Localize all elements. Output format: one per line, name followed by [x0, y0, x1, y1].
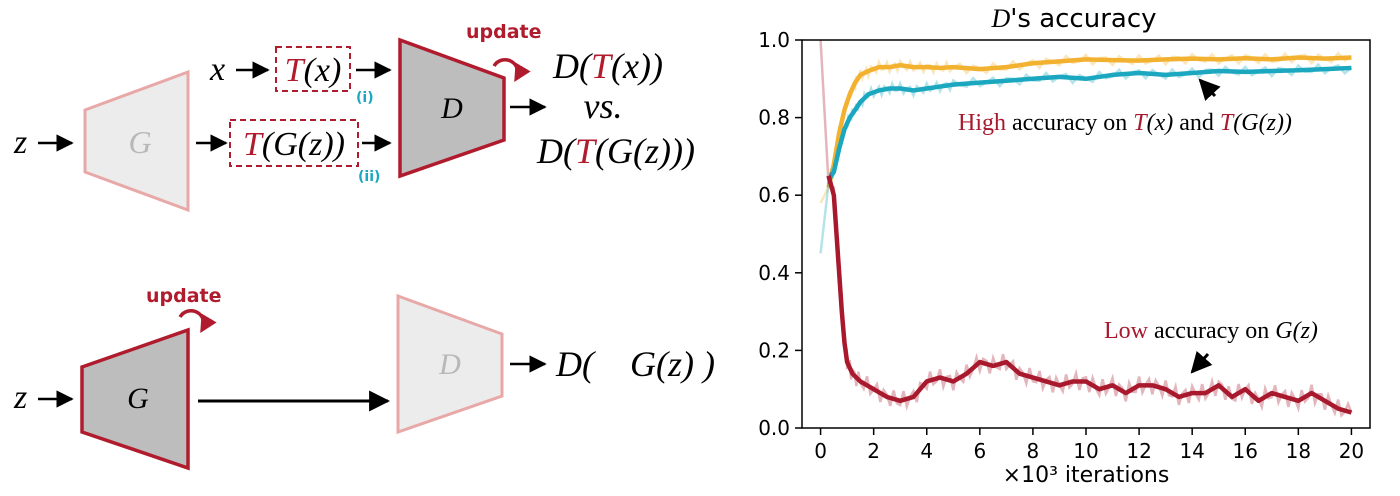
- x-tick-label: 12: [1126, 439, 1151, 463]
- bottom-diagram: z G update D D( G(z) ): [13, 285, 715, 471]
- x-tick-label: 14: [1179, 439, 1204, 463]
- chart-title-rest: 's accuracy: [1010, 4, 1156, 34]
- generator-block-top: [83, 69, 190, 213]
- chart-series-group: [819, 39, 1353, 418]
- x-tick-label: 18: [1286, 439, 1311, 463]
- top-diagram: z G x T(x) (i) T(G(z)) (ii) D update D(T…: [13, 21, 695, 213]
- annotation-high-arrow: [1198, 78, 1221, 101]
- chart-axes: 0 2 4 6 8 10 12 14 16 18 20 0.0 0.2 0.4 0.6 0.8 1.0: [758, 28, 1364, 463]
- x-tick-label: 6: [973, 439, 986, 463]
- output-dtx: D(T(x)): [552, 46, 663, 86]
- series-2-line: [826, 175, 1353, 415]
- output-dgz: D( G(z) ): [555, 344, 715, 384]
- x-tick-label: 2: [867, 439, 880, 463]
- annotation-low-arrow: [1190, 350, 1213, 374]
- output-vs: vs.: [584, 86, 623, 126]
- tx-label: T(x): [285, 52, 342, 89]
- tx-label-arg: (x): [304, 52, 342, 89]
- marker-ii: (ii): [358, 169, 380, 185]
- y-tick-label: 1.0: [758, 28, 790, 52]
- chart-title: D's accuracy: [990, 4, 1156, 34]
- output-dtgz: D(T(G(z))): [536, 131, 695, 171]
- update-label-bottom: update: [146, 285, 222, 307]
- x-label: x: [209, 51, 225, 88]
- x-tick-label: 16: [1233, 439, 1258, 463]
- accuracy-chart: D's accuracy 0 2 4 6 8 10 12 14 16 18 200.00.20.40…: [758, 4, 1371, 488]
- update-label-top: update: [466, 21, 542, 43]
- x-tick-label: 8: [1027, 439, 1040, 463]
- annotation-high-t1: T: [1133, 110, 1148, 136]
- y-tick-label: 0.2: [758, 338, 790, 362]
- plot-frame: [801, 39, 1371, 429]
- tx-box: [275, 46, 351, 92]
- top-z-label: z: [13, 124, 27, 161]
- x-axis-label: ×10³ iterations: [1003, 463, 1170, 488]
- tgz-box: [229, 119, 359, 167]
- chart-title-d: D: [990, 4, 1010, 33]
- annotation-high-rest: accuracy on: [1006, 110, 1133, 136]
- x-tick-label: 0: [814, 439, 827, 463]
- series-1-raw-line: [819, 62, 1353, 254]
- generator-label-top: G: [128, 124, 151, 160]
- annotation-low-word: Low: [1104, 318, 1149, 344]
- tx-label-t: T: [285, 52, 306, 89]
- update-icon-bottom: [178, 309, 217, 334]
- generator-label-bottom: G: [127, 382, 149, 415]
- discriminator-block-top: [398, 37, 506, 179]
- bottom-z-label: z: [13, 379, 27, 416]
- tgz-label-arg: (G(z)): [262, 126, 345, 163]
- y-tick-label: 0.8: [758, 106, 790, 130]
- x-tick-label: 10: [1073, 439, 1098, 463]
- x-tick-label: 4: [920, 439, 933, 463]
- marker-i: (i): [356, 90, 374, 106]
- tgz-label-t: T: [243, 126, 264, 163]
- y-tick-label: 0.0: [758, 416, 790, 440]
- discriminator-block-bottom: [396, 293, 504, 435]
- series-2-raw-line: [819, 39, 1353, 418]
- discriminator-label-top: D: [440, 92, 463, 125]
- annotation-low-rest: accuracy on: [1148, 318, 1275, 344]
- y-tick-label: 0.4: [758, 261, 790, 285]
- annotation-low: Low accuracy on G(z): [1104, 318, 1318, 344]
- x-tick-label: 20: [1339, 439, 1364, 463]
- series-0-line: [826, 55, 1352, 188]
- annotation-high: High accuracy on T(x) and T(G(z)): [958, 110, 1292, 136]
- discriminator-label-bottom: D: [438, 348, 461, 381]
- annotation-high-word: High: [958, 110, 1006, 136]
- annotation-high-gz: (G(z)): [1233, 110, 1292, 136]
- annotation-low-gz: G(z): [1275, 318, 1318, 344]
- tgz-label: T(G(z)): [243, 126, 345, 163]
- y-tick-label: 0.6: [758, 183, 790, 207]
- annotation-high-x: (x): [1147, 110, 1174, 136]
- series-1-line: [826, 65, 1352, 181]
- annotation-high-and: and: [1173, 110, 1220, 136]
- update-icon-top: [492, 58, 531, 83]
- generator-block-bottom: [80, 327, 190, 471]
- annotation-high-t2: T: [1220, 110, 1235, 136]
